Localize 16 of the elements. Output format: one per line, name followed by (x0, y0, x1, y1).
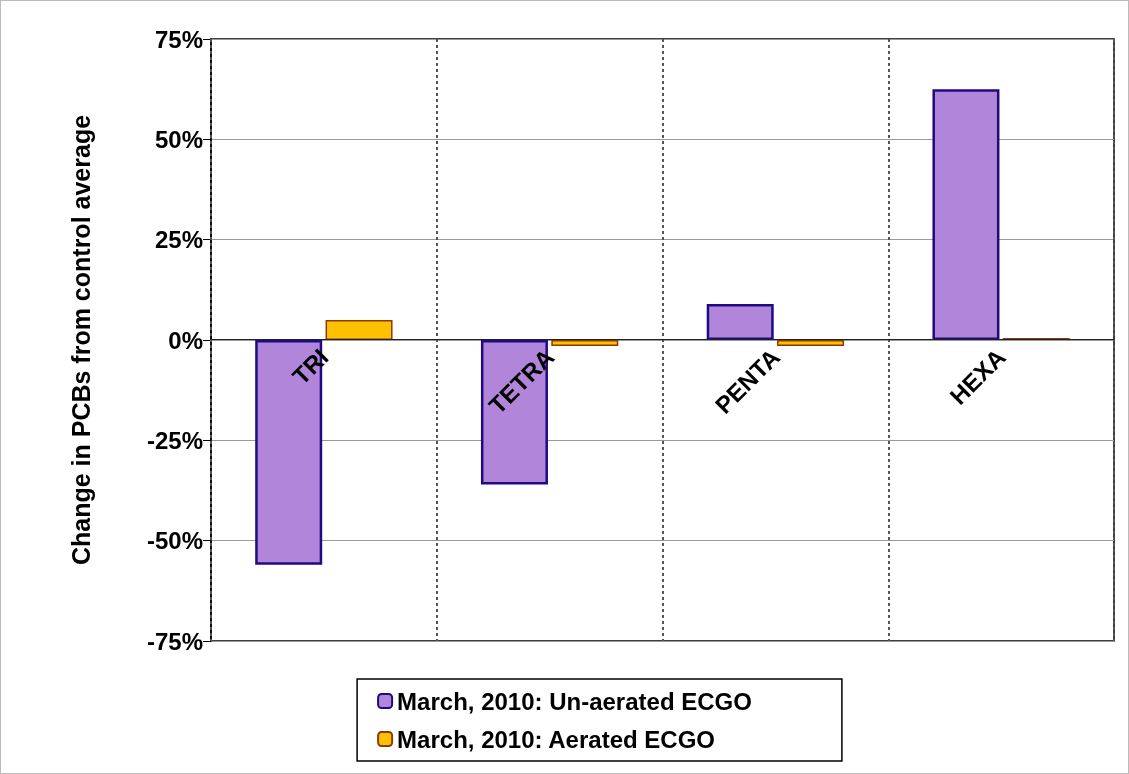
y-tick-label: -50% (146, 527, 203, 555)
bar (325, 319, 393, 340)
y-tick-label: -75% (146, 627, 203, 655)
y-tick-label: 0% (168, 326, 203, 354)
bar (777, 340, 845, 347)
x-tick-label: TRI (287, 343, 334, 390)
y-tick-label: 75% (154, 25, 203, 53)
y-tick-label: 50% (154, 125, 203, 153)
bar (551, 340, 619, 347)
y-tick-label: -25% (146, 426, 203, 454)
legend-label: March, 2010: Un-aerated ECGO (397, 687, 752, 715)
y-axis-title: Change in PCBs from control average (66, 114, 95, 566)
y-tick-label: 25% (154, 226, 203, 254)
bar (706, 303, 774, 340)
bar (932, 89, 1000, 340)
legend-label: March, 2010: Aerated ECGO (397, 725, 716, 753)
